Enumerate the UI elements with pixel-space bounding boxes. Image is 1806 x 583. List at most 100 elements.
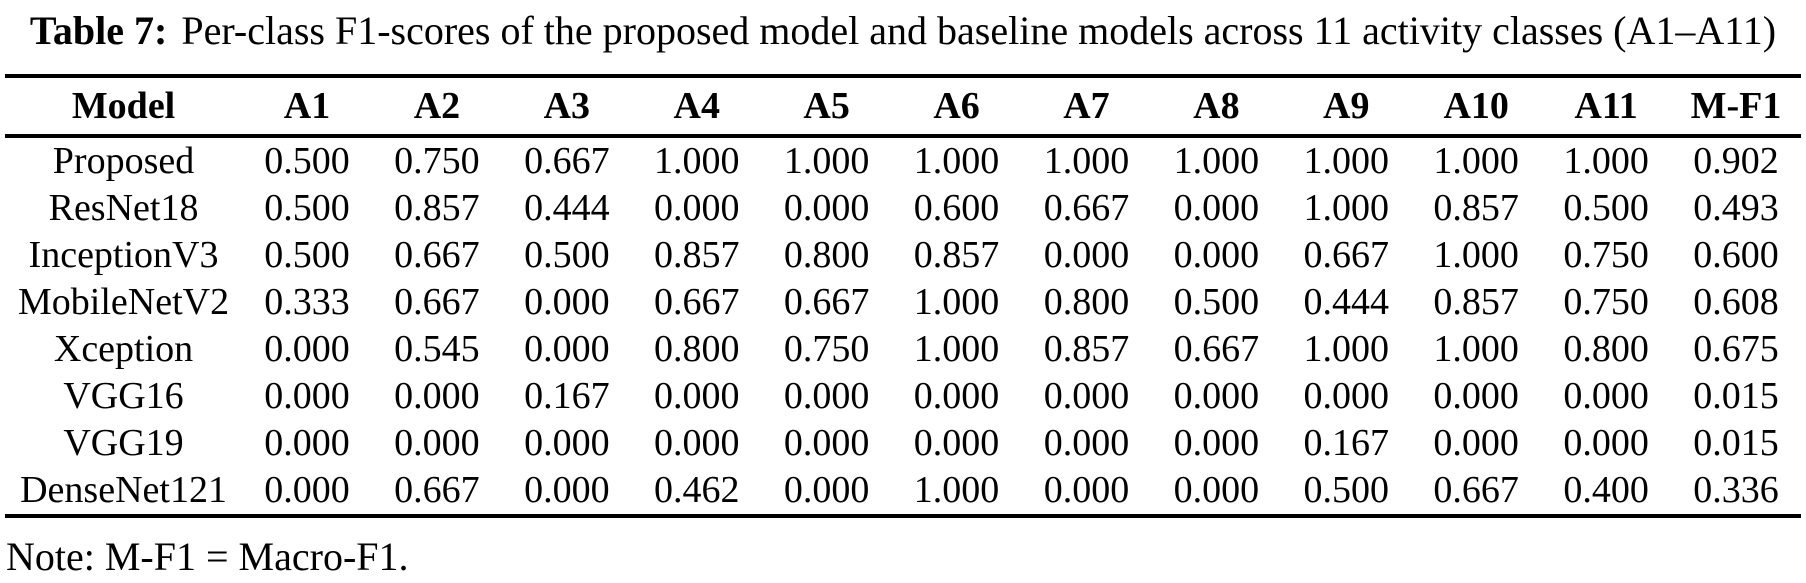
f1-score-cell: 0.000 — [783, 422, 870, 464]
f1-score-cell: 0.000 — [1173, 422, 1260, 464]
f1-score-cell: 0.500 — [1173, 281, 1260, 323]
f1-score-cell: 0.000 — [394, 375, 480, 417]
column-header-a7: A7 — [1021, 76, 1152, 138]
model-name: Xception — [53, 328, 194, 370]
table-caption-text: Per-class F1-scores of the proposed mode… — [181, 8, 1777, 53]
f1-score-cell: 0.675 — [1693, 328, 1779, 370]
table-row: InceptionV3 0.500 0.667 0.500 0.857 0.800 0.85… — [5, 232, 1801, 279]
table-caption: Table 7: Per-class F1-scores of the propo… — [0, 0, 1806, 54]
model-name: VGG19 — [63, 422, 184, 464]
f1-score-cell: 0.000 — [1043, 469, 1130, 511]
table-caption-label: Table 7: — [29, 8, 168, 53]
f1-score-cell: 1.000 — [1563, 140, 1649, 182]
f1-score-cell: 0.857 — [1433, 187, 1519, 229]
f1-score-cell: 0.000 — [1043, 234, 1130, 276]
f1-score-cell: 0.800 — [653, 328, 740, 370]
f1-score-cell: 0.857 — [653, 234, 740, 276]
f1-score-cell: 1.000 — [913, 328, 1000, 370]
f1-score-cell: 0.800 — [783, 234, 870, 276]
f1-score-cell: 1.000 — [1433, 234, 1519, 276]
column-header-a10: A10 — [1411, 76, 1542, 138]
f1-score-cell: 0.000 — [1433, 375, 1519, 417]
table-row: MobileNetV2 0.333 0.667 0.000 0.667 0.667 1.00… — [5, 279, 1801, 326]
column-header-a8: A8 — [1151, 76, 1282, 138]
table-row: ResNet18 0.500 0.857 0.444 0.000 0.000 0.600 0.… — [5, 185, 1801, 232]
f1-score-cell: 0.000 — [1173, 469, 1260, 511]
f1-score-cell: 0.750 — [394, 140, 480, 182]
f1-score-cell: 1.000 — [1303, 328, 1390, 370]
column-header-a9: A9 — [1281, 76, 1412, 138]
f1-score-cell: 0.800 — [1043, 281, 1130, 323]
f1-score-cell: 0.500 — [1303, 469, 1390, 511]
f1-score-cell: 0.462 — [653, 469, 740, 511]
f1-score-cell: 1.000 — [1303, 140, 1390, 182]
f1-score-cell: 0.000 — [783, 469, 870, 511]
f1-score-cell: 0.667 — [1433, 469, 1519, 511]
f1-score-cell: 1.000 — [1303, 187, 1390, 229]
f1-score-cell: 0.000 — [264, 375, 350, 417]
f1-score-cell: 1.000 — [1433, 140, 1519, 182]
f1-score-cell: 0.015 — [1693, 422, 1779, 464]
f1-score-cell: 0.600 — [1693, 234, 1779, 276]
f1-score-cell: 0.857 — [913, 234, 1000, 276]
f1-score-cell: 0.750 — [783, 328, 870, 370]
f1-score-cell: 0.667 — [394, 234, 480, 276]
f1-score-cell: 0.493 — [1693, 187, 1779, 229]
f1-score-cell: 0.000 — [1173, 375, 1260, 417]
f1-score-cell: 0.444 — [1303, 281, 1390, 323]
f1-score-cell: 0.000 — [1173, 187, 1260, 229]
column-header-a11: A11 — [1541, 76, 1672, 138]
f1-score-cell: 0.667 — [394, 469, 480, 511]
f1-score-cell: 0.000 — [524, 328, 610, 370]
f1-score-cell: 0.857 — [394, 187, 480, 229]
f1-score-cell: 1.000 — [1433, 328, 1519, 370]
f1-score-cell: 1.000 — [913, 469, 1000, 511]
model-name: ResNet18 — [48, 187, 199, 229]
column-header-m-f1: M-F1 — [1671, 76, 1801, 138]
f1-score-cell: 0.000 — [524, 281, 610, 323]
f1-score-cell: 1.000 — [1043, 140, 1130, 182]
f1-score-cell: 0.333 — [264, 281, 350, 323]
f1-score-cell: 0.000 — [264, 422, 350, 464]
f1-score-cell: 0.000 — [394, 422, 480, 464]
column-header-a3: A3 — [501, 76, 632, 138]
f1-score-cell: 0.000 — [783, 375, 870, 417]
f1-score-cell: 0.000 — [524, 469, 610, 511]
table-row: DenseNet121 0.000 0.667 0.000 0.462 0.000 1.00… — [5, 467, 1801, 516]
f1-score-cell: 0.608 — [1693, 281, 1779, 323]
f1-score-cell: 0.000 — [653, 187, 740, 229]
model-name: DenseNet121 — [20, 469, 227, 511]
f1-score-cell: 0.000 — [913, 422, 1000, 464]
f1-score-cell: 0.000 — [783, 187, 870, 229]
model-name: MobileNetV2 — [17, 281, 230, 323]
f1-score-cell: 0.500 — [264, 140, 350, 182]
f1-score-cell: 1.000 — [653, 140, 740, 182]
f1-score-cell: 0.000 — [1043, 422, 1130, 464]
f1-score-cell: 1.000 — [1173, 140, 1260, 182]
f1-score-cell: 0.600 — [913, 187, 1000, 229]
f1-score-cell: 0.000 — [1173, 234, 1260, 276]
table-row: VGG16 0.000 0.000 0.167 0.000 0.000 0.000 0.000… — [5, 373, 1801, 420]
table-header: Model A1 A2 A3 A4 A5 A6 A7 A8 A9 A10 A11 M-F1 — [5, 76, 1801, 138]
table-header-row: Model A1 A2 A3 A4 A5 A6 A7 A8 A9 A10 A11 M-F1 — [5, 76, 1801, 138]
f1-score-cell: 0.000 — [653, 422, 740, 464]
f1-score-cell: 0.000 — [264, 328, 350, 370]
column-header-a1: A1 — [242, 76, 372, 138]
column-header-a4: A4 — [631, 76, 762, 138]
column-header-model: Model — [5, 76, 243, 138]
f1-score-cell: 0.500 — [1563, 187, 1649, 229]
f1-score-cell: 0.336 — [1693, 469, 1779, 511]
f1-score-cell: 0.667 — [1173, 328, 1260, 370]
column-header-a2: A2 — [371, 76, 502, 138]
f1-score-cell: 0.000 — [653, 375, 740, 417]
table-row: VGG19 0.000 0.000 0.000 0.000 0.000 0.000 0.000… — [5, 420, 1801, 467]
model-name: Proposed — [52, 140, 195, 182]
f1-score-cell: 0.000 — [264, 469, 350, 511]
f1-score-cell: 0.750 — [1563, 281, 1649, 323]
f1-score-cell: 0.800 — [1563, 328, 1649, 370]
column-header-a6: A6 — [891, 76, 1022, 138]
table-row: Proposed 0.500 0.750 0.667 1.000 1.000 1.000 1.… — [5, 136, 1801, 185]
f1-score-cell: 0.500 — [264, 187, 350, 229]
f1-score-cell: 0.667 — [1303, 234, 1390, 276]
f1-score-cell: 0.667 — [394, 281, 480, 323]
